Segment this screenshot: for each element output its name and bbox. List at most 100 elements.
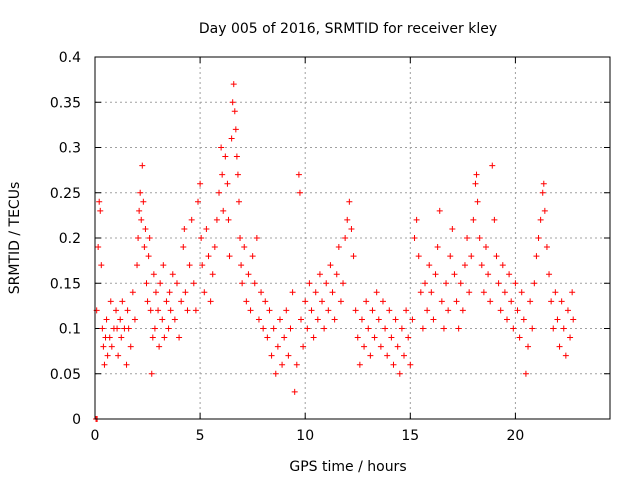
data-point xyxy=(220,207,227,214)
y-axis-title: SRMTID / TECUs xyxy=(7,182,23,295)
data-point xyxy=(127,343,134,350)
data-point xyxy=(459,307,466,314)
data-point xyxy=(95,244,102,251)
data-point xyxy=(181,225,188,232)
data-point xyxy=(333,271,340,278)
data-point xyxy=(147,307,154,314)
data-point xyxy=(226,253,233,260)
data-point xyxy=(289,289,296,296)
data-point xyxy=(419,325,426,332)
data-point xyxy=(487,298,494,305)
data-point xyxy=(114,325,121,332)
x-tick-label: 10 xyxy=(296,428,314,444)
data-point xyxy=(554,316,561,323)
data-point xyxy=(335,244,342,251)
data-point xyxy=(546,271,553,278)
data-point xyxy=(514,307,521,314)
data-point xyxy=(103,316,110,323)
data-point xyxy=(300,343,307,350)
data-point xyxy=(424,307,431,314)
data-point xyxy=(321,325,328,332)
data-point xyxy=(411,235,418,241)
data-point xyxy=(249,253,256,260)
data-point xyxy=(550,325,557,332)
data-point xyxy=(219,171,226,178)
data-point xyxy=(218,144,225,151)
data-point xyxy=(233,153,240,160)
data-point xyxy=(141,244,148,251)
data-point xyxy=(455,325,462,332)
data-point xyxy=(516,334,523,341)
data-point xyxy=(222,153,229,160)
data-point xyxy=(171,316,178,323)
y-tick-label: 0 xyxy=(72,412,81,428)
data-point xyxy=(508,298,515,305)
data-point xyxy=(570,316,577,323)
data-point xyxy=(531,280,538,287)
data-point xyxy=(283,307,290,314)
data-point xyxy=(527,298,534,305)
x-tick-label: 0 xyxy=(91,428,100,444)
data-point xyxy=(540,180,547,187)
data-point xyxy=(358,316,365,323)
data-point xyxy=(142,225,149,232)
data-point xyxy=(113,307,120,314)
data-point xyxy=(356,361,363,368)
data-point xyxy=(491,216,498,223)
data-point xyxy=(148,370,155,377)
data-point xyxy=(169,271,176,278)
data-point xyxy=(323,280,330,287)
data-point xyxy=(192,307,199,314)
y-tick-label: 0.1 xyxy=(59,322,81,338)
data-point xyxy=(285,352,292,359)
data-point xyxy=(245,271,252,278)
data-point xyxy=(543,244,550,251)
data-point xyxy=(352,307,359,314)
data-point xyxy=(564,307,571,314)
data-point xyxy=(379,298,386,305)
data-point xyxy=(390,361,397,368)
data-point xyxy=(464,235,471,241)
data-point xyxy=(535,235,542,241)
data-point xyxy=(310,334,317,341)
data-point xyxy=(197,180,204,187)
data-point xyxy=(371,334,378,341)
data-point xyxy=(238,262,245,269)
data-point xyxy=(137,189,144,196)
data-point xyxy=(312,289,319,296)
data-point xyxy=(209,271,216,278)
data-point xyxy=(295,171,302,178)
data-point xyxy=(140,198,147,205)
data-point xyxy=(145,253,152,260)
data-point xyxy=(190,280,197,287)
data-point xyxy=(520,316,527,323)
data-point xyxy=(228,135,235,142)
data-point xyxy=(453,298,460,305)
data-point xyxy=(225,216,232,223)
data-point xyxy=(231,108,238,115)
data-point xyxy=(255,316,262,323)
data-point xyxy=(163,298,170,305)
data-point xyxy=(512,280,519,287)
data-point xyxy=(461,262,468,269)
data-point xyxy=(365,325,372,332)
data-points xyxy=(93,81,577,422)
data-point xyxy=(99,325,106,332)
data-point xyxy=(302,298,309,305)
data-point xyxy=(434,244,441,251)
y-tick-label: 0.35 xyxy=(50,95,81,111)
data-point xyxy=(117,316,124,323)
data-point xyxy=(251,280,258,287)
data-point xyxy=(392,316,399,323)
data-point xyxy=(253,235,260,241)
data-point xyxy=(499,262,506,269)
y-tick-label: 0.3 xyxy=(59,141,81,157)
data-point xyxy=(203,225,210,232)
data-point xyxy=(482,244,489,251)
data-point xyxy=(537,216,544,223)
data-point xyxy=(510,325,517,332)
data-point xyxy=(396,370,403,377)
data-point xyxy=(262,298,269,305)
data-point xyxy=(279,361,286,368)
data-point xyxy=(567,334,574,341)
